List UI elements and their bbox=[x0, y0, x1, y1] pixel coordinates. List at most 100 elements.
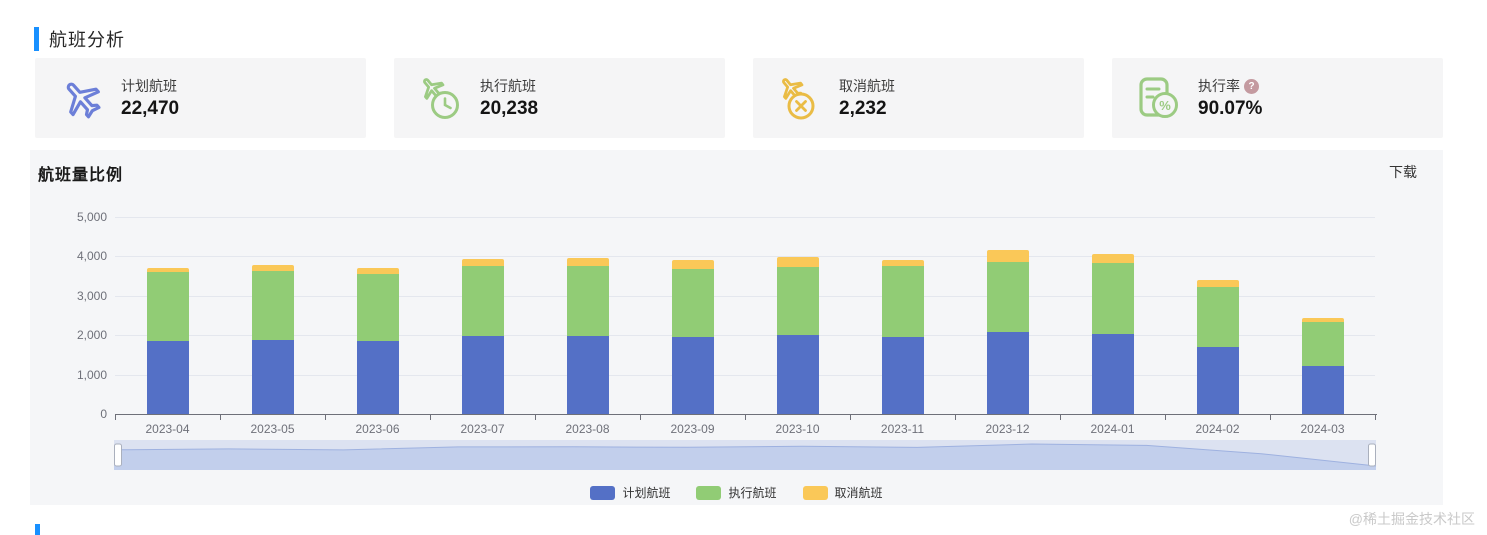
x-axis-label: 2023-11 bbox=[880, 422, 925, 436]
bar-segment-planned[interactable] bbox=[1301, 366, 1344, 414]
data-zoom-selected-range[interactable] bbox=[114, 440, 1376, 470]
download-link[interactable]: 下载 bbox=[1389, 164, 1417, 180]
legend-label: 执行航班 bbox=[728, 486, 777, 500]
x-axis-label: 2024-03 bbox=[1300, 422, 1345, 436]
x-axis-tick bbox=[1270, 415, 1271, 420]
x-axis-label: 2023-09 bbox=[670, 422, 715, 436]
y-axis-label: 0 bbox=[100, 407, 107, 421]
x-axis-tick bbox=[220, 415, 221, 420]
bar-segment-planned[interactable] bbox=[1196, 347, 1239, 414]
bar-segment-planned[interactable] bbox=[776, 335, 819, 414]
bar-segment-executed[interactable] bbox=[566, 266, 609, 337]
bar-segment-planned[interactable] bbox=[356, 341, 399, 414]
card-label: 执行率 bbox=[1198, 78, 1240, 94]
data-zoom-handle-right[interactable] bbox=[1368, 443, 1376, 467]
bar-segment-executed[interactable] bbox=[776, 266, 819, 336]
next-section-accent-stub bbox=[35, 524, 40, 535]
bar-segment-planned[interactable] bbox=[461, 336, 504, 414]
bar-segment-executed[interactable] bbox=[671, 268, 714, 337]
bar-segment-executed[interactable] bbox=[146, 272, 189, 341]
x-axis-label: 2023-12 bbox=[985, 422, 1030, 436]
bar-segment-cancelled[interactable] bbox=[1091, 254, 1134, 264]
bar-segment-cancelled[interactable] bbox=[461, 258, 504, 267]
x-axis-tick bbox=[535, 415, 536, 420]
x-axis-tick bbox=[1375, 415, 1376, 420]
x-axis-tick bbox=[850, 415, 851, 420]
bar-segment-executed[interactable] bbox=[1301, 322, 1344, 367]
bar-segment-cancelled[interactable] bbox=[566, 258, 609, 267]
bar-segment-executed[interactable] bbox=[1091, 263, 1134, 335]
section-header: 航班分析 bbox=[34, 25, 125, 53]
y-axis-label: 2,000 bbox=[76, 328, 107, 343]
plane-cancel-icon bbox=[782, 78, 815, 120]
x-axis-tick bbox=[640, 415, 641, 420]
x-axis-tick bbox=[115, 415, 116, 420]
gridline bbox=[115, 295, 1375, 297]
bar-segment-planned[interactable] bbox=[986, 331, 1029, 414]
x-axis-label: 2023-08 bbox=[565, 422, 610, 436]
card-label: 计划航班 bbox=[121, 78, 177, 94]
y-axis-label: 3,000 bbox=[76, 288, 107, 303]
legend-item-planned[interactable]: 计划航班 bbox=[590, 484, 670, 501]
bar-segment-executed[interactable] bbox=[881, 266, 924, 338]
stat-cards-row: 计划航班 22,470 执行航班 20,238 bbox=[35, 58, 1443, 138]
bar-segment-cancelled[interactable] bbox=[671, 259, 714, 269]
watermark: @稀土掘金技术社区 bbox=[1348, 511, 1475, 527]
data-zoom-slider[interactable] bbox=[114, 440, 1376, 470]
plane-clock-icon bbox=[423, 78, 459, 119]
card-value: 2,232 bbox=[839, 98, 887, 119]
bar-segment-cancelled[interactable] bbox=[881, 260, 924, 267]
bar-segment-executed[interactable] bbox=[461, 266, 504, 337]
y-axis-label: 1,000 bbox=[76, 367, 107, 382]
bar-segment-executed[interactable] bbox=[1196, 286, 1239, 348]
x-axis-tick bbox=[1060, 415, 1061, 420]
gridline bbox=[115, 217, 1375, 218]
x-axis-label: 2023-04 bbox=[145, 422, 190, 436]
y-axis: 0 1,000 2,000 3,000 4,000 5,000 bbox=[30, 150, 107, 450]
x-axis-label: 2023-10 bbox=[775, 422, 820, 436]
x-axis-tick bbox=[430, 415, 431, 420]
x-axis-tick bbox=[325, 415, 326, 420]
bar-segment-cancelled[interactable] bbox=[1196, 280, 1239, 287]
bar-segment-cancelled[interactable] bbox=[986, 249, 1029, 263]
legend-label: 取消航班 bbox=[834, 486, 883, 500]
card-executed-flights: 执行航班 20,238 bbox=[394, 58, 725, 138]
bar-segment-planned[interactable] bbox=[146, 340, 189, 414]
legend-label: 计划航班 bbox=[622, 486, 671, 500]
card-value: 22,470 bbox=[121, 98, 180, 119]
bar-segment-executed[interactable] bbox=[986, 262, 1029, 332]
x-axis-label: 2023-05 bbox=[250, 422, 295, 436]
legend-item-cancelled[interactable]: 取消航班 bbox=[802, 484, 883, 501]
bar-segment-executed[interactable] bbox=[251, 271, 294, 340]
legend-item-executed[interactable]: 执行航班 bbox=[696, 484, 777, 501]
gridline bbox=[115, 374, 1375, 376]
card-label: 取消航班 bbox=[839, 78, 895, 94]
plane-icon bbox=[66, 82, 101, 119]
legend-swatch bbox=[802, 485, 828, 500]
x-axis-label: 2023-07 bbox=[460, 422, 505, 436]
bar-segment-cancelled[interactable] bbox=[1301, 318, 1344, 323]
x-axis-labels: 2023-04 2023-05 2023-06 2023-07 2023-08 2023-… bbox=[115, 422, 1375, 438]
data-zoom-handle-left[interactable] bbox=[114, 443, 122, 467]
x-axis-line bbox=[115, 414, 1377, 415]
bar-segment-planned[interactable] bbox=[881, 337, 924, 414]
plot-area bbox=[115, 217, 1377, 420]
x-axis-label: 2023-06 bbox=[355, 422, 400, 436]
bar-segment-cancelled[interactable] bbox=[146, 267, 189, 273]
gridline bbox=[115, 256, 1375, 258]
legend: 计划航班 执行航班 取消航班 bbox=[30, 484, 1443, 501]
bar-segment-planned[interactable] bbox=[1091, 334, 1134, 414]
card-value: 20,238 bbox=[480, 98, 539, 119]
bar-segment-planned[interactable] bbox=[671, 336, 714, 414]
bar-segment-cancelled[interactable] bbox=[356, 268, 399, 275]
help-icon[interactable]: ? bbox=[1244, 78, 1259, 94]
bar-segment-cancelled[interactable] bbox=[251, 265, 294, 271]
bar-segment-planned[interactable] bbox=[251, 339, 294, 414]
y-axis-label: 5,000 bbox=[76, 210, 107, 224]
bar-segment-planned[interactable] bbox=[566, 336, 609, 414]
card-label: 执行航班 bbox=[480, 78, 536, 94]
card-execution-rate: % 执行率 ? 90.07% bbox=[1112, 58, 1443, 138]
bar-segment-cancelled[interactable] bbox=[776, 256, 819, 267]
bar-segment-executed[interactable] bbox=[356, 274, 399, 342]
page-title: 航班分析 bbox=[49, 30, 125, 50]
